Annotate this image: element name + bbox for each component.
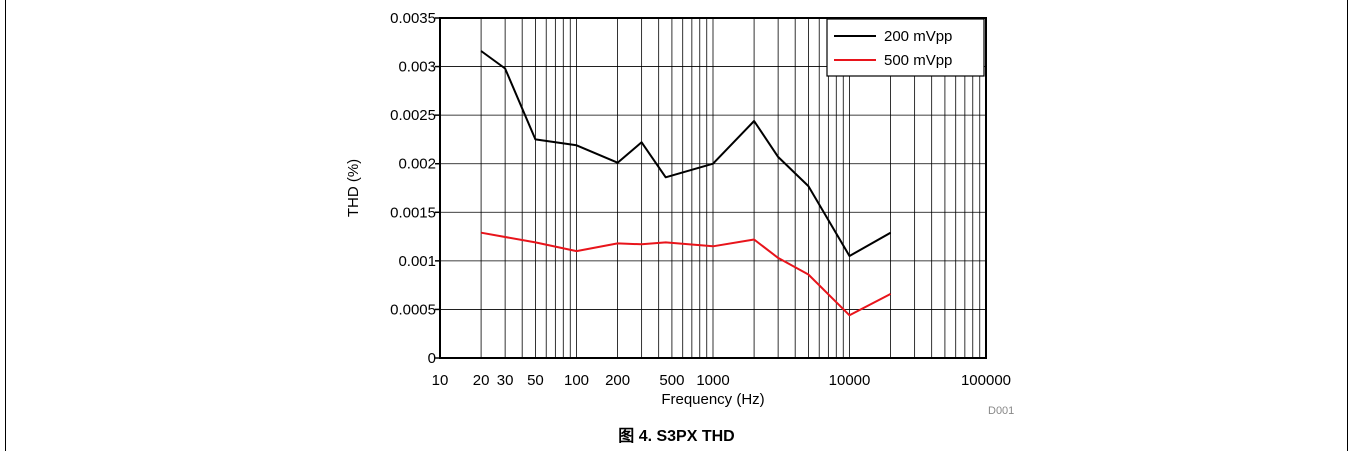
x-tick-label: 500 (659, 372, 684, 389)
figure-caption: 图 4. S3PX THD (618, 428, 735, 445)
y-tick-label: 0.001 (398, 253, 436, 270)
y-tick-label: 0.003 (398, 59, 436, 76)
x-tick-label: 200 (605, 372, 630, 389)
x-tick-label: 100 (564, 372, 589, 389)
legend-label-200mvpp: 200 mVpp (884, 28, 952, 45)
x-tick-label: 100000 (961, 372, 1011, 389)
y-tick-label: 0.0015 (390, 204, 436, 221)
y-tick-label: 0.0035 (390, 10, 436, 27)
x-tick-labels: 10 20 30 50 100 200 500 1000 10000 100000 (432, 372, 1011, 389)
y-tick-labels: 0 0.0005 0.001 0.0015 0.002 0.0025 0.003 0.0035 (390, 10, 440, 367)
figure-code: D001 (988, 405, 1014, 417)
x-tick-label: 50 (527, 372, 544, 389)
x-axis-title: Frequency (Hz) (661, 391, 764, 408)
y-tick-label: 0 (428, 350, 436, 367)
series-lines (480, 50, 892, 317)
series-line-200mvpp (480, 50, 892, 257)
x-tick-label: 10000 (829, 372, 871, 389)
grid (440, 18, 986, 358)
y-tick-label: 0.0025 (390, 107, 436, 124)
x-tick-label: 1000 (696, 372, 729, 389)
plot-frame (439, 17, 987, 359)
x-tick-label: 10 (432, 372, 449, 389)
thd-chart: 0 0.0005 0.001 0.0015 0.002 0.0025 0.003 0.0035… (345, 10, 1014, 417)
legend: 200 mVpp 500 mVpp (826, 18, 985, 77)
page-border-right (1347, 0, 1348, 451)
y-tick-label: 0.0005 (390, 301, 436, 318)
page-border-left (5, 0, 6, 451)
x-tick-label: 20 (473, 372, 490, 389)
x-tick-label: 30 (497, 372, 514, 389)
legend-box (826, 18, 985, 77)
legend-label-500mvpp: 500 mVpp (884, 52, 952, 69)
y-tick-label: 0.002 (398, 156, 436, 173)
y-axis-title: THD (%) (345, 159, 362, 217)
series-line-500mvpp (480, 231, 892, 317)
